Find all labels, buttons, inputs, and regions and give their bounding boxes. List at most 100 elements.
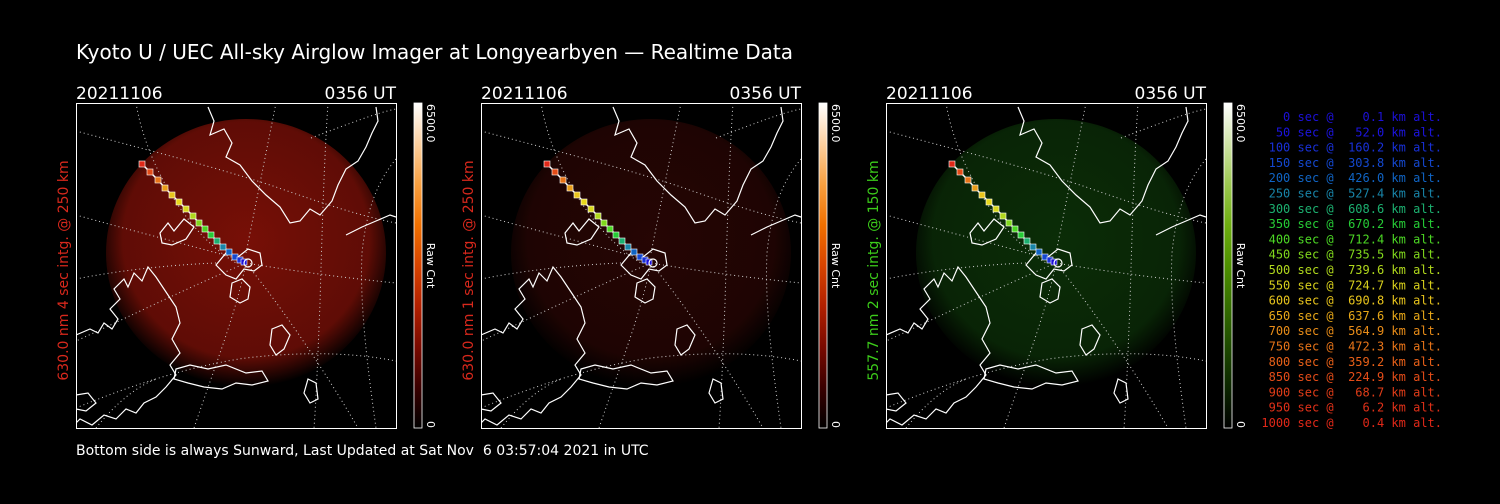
colorbar-min: 0 [829, 421, 842, 428]
trajectory-point [971, 184, 979, 192]
trajectory-point [146, 168, 154, 176]
trajectory-point [1011, 225, 1019, 233]
legend-entry: 0 sec @ 0.1 km alt. [1261, 110, 1442, 124]
legend-entry: 200 sec @ 426.0 km alt. [1261, 171, 1442, 185]
colorbar-min: 0 [1234, 421, 1247, 428]
legend-entry: 350 sec @ 670.2 km alt. [1261, 217, 1442, 231]
trajectory-point [182, 205, 190, 213]
legend-entry: 100 sec @ 160.2 km alt. [1261, 141, 1442, 155]
panel-channel-label: 557.7 nm 2 sec intg. @ 150 km [866, 160, 882, 380]
colorbar-unit: Raw Cnt [424, 243, 437, 289]
trajectory-point [624, 243, 632, 251]
coastline [481, 106, 801, 426]
panel-date: 20211106 [886, 84, 973, 104]
panel-time: 0356 UT [325, 84, 397, 104]
trajectory-point [168, 191, 176, 199]
airglow-panel: 20211106 0356 UT 630.0 nm 4 sec intg. @ 25… [56, 84, 437, 429]
legend-entry: 1000 sec @ 0.4 km alt. [1261, 416, 1442, 430]
panel-time: 0356 UT [730, 84, 802, 104]
trajectory-point [948, 160, 956, 168]
legend-entry: 950 sec @ 6.2 km alt. [1261, 401, 1442, 415]
airglow-panel: 20211106 0356 UT 557.7 nm 2 sec intg. @ 15… [866, 84, 1247, 429]
trajectory-point [189, 212, 197, 220]
legend-entry: 500 sec @ 739.6 km alt. [1261, 263, 1442, 277]
trajectory-point [219, 243, 227, 251]
legend-entry: 800 sec @ 359.2 km alt. [1261, 355, 1442, 369]
legend-entry: 400 sec @ 712.4 km alt. [1261, 232, 1442, 246]
trajectory-point [1023, 237, 1031, 245]
trajectory-point [154, 176, 162, 184]
trajectory-point [606, 225, 614, 233]
trajectory-point [551, 168, 559, 176]
trajectory-point [594, 212, 602, 220]
legend-entry: 700 sec @ 564.9 km alt. [1261, 324, 1442, 338]
panel-date: 20211106 [76, 84, 163, 104]
legend-entry: 250 sec @ 527.4 km alt. [1261, 187, 1442, 201]
trajectory-point [213, 237, 221, 245]
airglow-panel: 20211106 0356 UT 630.0 nm 1 sec intg. @ 25… [461, 84, 842, 429]
colorbar-max: 6500.0 [1234, 104, 1247, 143]
lat-lon-grid [481, 103, 801, 428]
legend-entry: 900 sec @ 68.7 km alt. [1261, 385, 1442, 399]
legend-entry: 150 sec @ 303.8 km alt. [1261, 156, 1442, 170]
trajectory-track [948, 160, 1063, 268]
trajectory-point [175, 198, 183, 206]
image-frame [886, 103, 1207, 429]
station-marker [1053, 258, 1063, 268]
panel-time: 0356 UT [1135, 84, 1207, 104]
station-marker [648, 258, 658, 268]
trajectory-point [566, 184, 574, 192]
legend-entry: 300 sec @ 608.6 km alt. [1261, 202, 1442, 216]
image-frame [481, 103, 802, 429]
trajectory-point [587, 205, 595, 213]
sky-image [886, 103, 1206, 428]
trajectory-track [543, 160, 658, 268]
trajectory-point [600, 219, 608, 227]
station-marker [243, 258, 253, 268]
trajectory-point [985, 198, 993, 206]
trajectory-point [573, 191, 581, 199]
trajectory-point [978, 191, 986, 199]
colorbar [818, 102, 828, 429]
trajectory-point [1029, 243, 1037, 251]
trajectory-point [1035, 248, 1043, 256]
trajectory-point [580, 198, 588, 206]
panel-date: 20211106 [481, 84, 568, 104]
panel-channel-label: 630.0 nm 1 sec intg. @ 250 km [461, 160, 477, 380]
trajectory-point [964, 176, 972, 184]
trajectory-point [195, 219, 203, 227]
trajectory-point [999, 212, 1007, 220]
coastline [76, 106, 396, 426]
trajectory-point [612, 231, 620, 239]
legend-entry: 650 sec @ 637.6 km alt. [1261, 309, 1442, 323]
panels-layer: 20211106 0356 UT 630.0 nm 4 sec intg. @ 25… [56, 84, 1247, 429]
trajectory-point [1005, 219, 1013, 227]
trajectory-track [138, 160, 253, 268]
trajectory-point [992, 205, 1000, 213]
trajectory-point [225, 248, 233, 256]
colorbar-max: 6500.0 [829, 104, 842, 143]
trajectory-point [161, 184, 169, 192]
trajectory-point [138, 160, 146, 168]
footer-status: Bottom side is always Sunward, Last Upda… [76, 443, 649, 459]
colorbar-unit: Raw Cnt [1234, 243, 1247, 289]
trajectory-point [207, 231, 215, 239]
legend-entry: 850 sec @ 224.9 km alt. [1261, 370, 1442, 384]
trajectory-legend: 0 sec @ 0.1 km alt. 50 sec @ 52.0 km alt… [1261, 110, 1442, 430]
page-title: Kyoto U / UEC All-sky Airglow Imager at … [76, 40, 793, 64]
trajectory-point [618, 237, 626, 245]
colorbar-max: 6500.0 [424, 104, 437, 143]
image-frame [76, 103, 397, 429]
trajectory-point [956, 168, 964, 176]
trajectory-point [1017, 231, 1025, 239]
colorbar-min: 0 [424, 421, 437, 428]
colorbar-unit: Raw Cnt [829, 243, 842, 289]
legend-entry: 450 sec @ 735.5 km alt. [1261, 248, 1442, 262]
trajectory-point [201, 225, 209, 233]
legend-entry: 550 sec @ 724.7 km alt. [1261, 278, 1442, 292]
legend-entry: 600 sec @ 690.8 km alt. [1261, 294, 1442, 308]
panel-channel-label: 630.0 nm 4 sec intg. @ 250 km [56, 160, 72, 380]
legend-entry: 750 sec @ 472.3 km alt. [1261, 340, 1442, 354]
